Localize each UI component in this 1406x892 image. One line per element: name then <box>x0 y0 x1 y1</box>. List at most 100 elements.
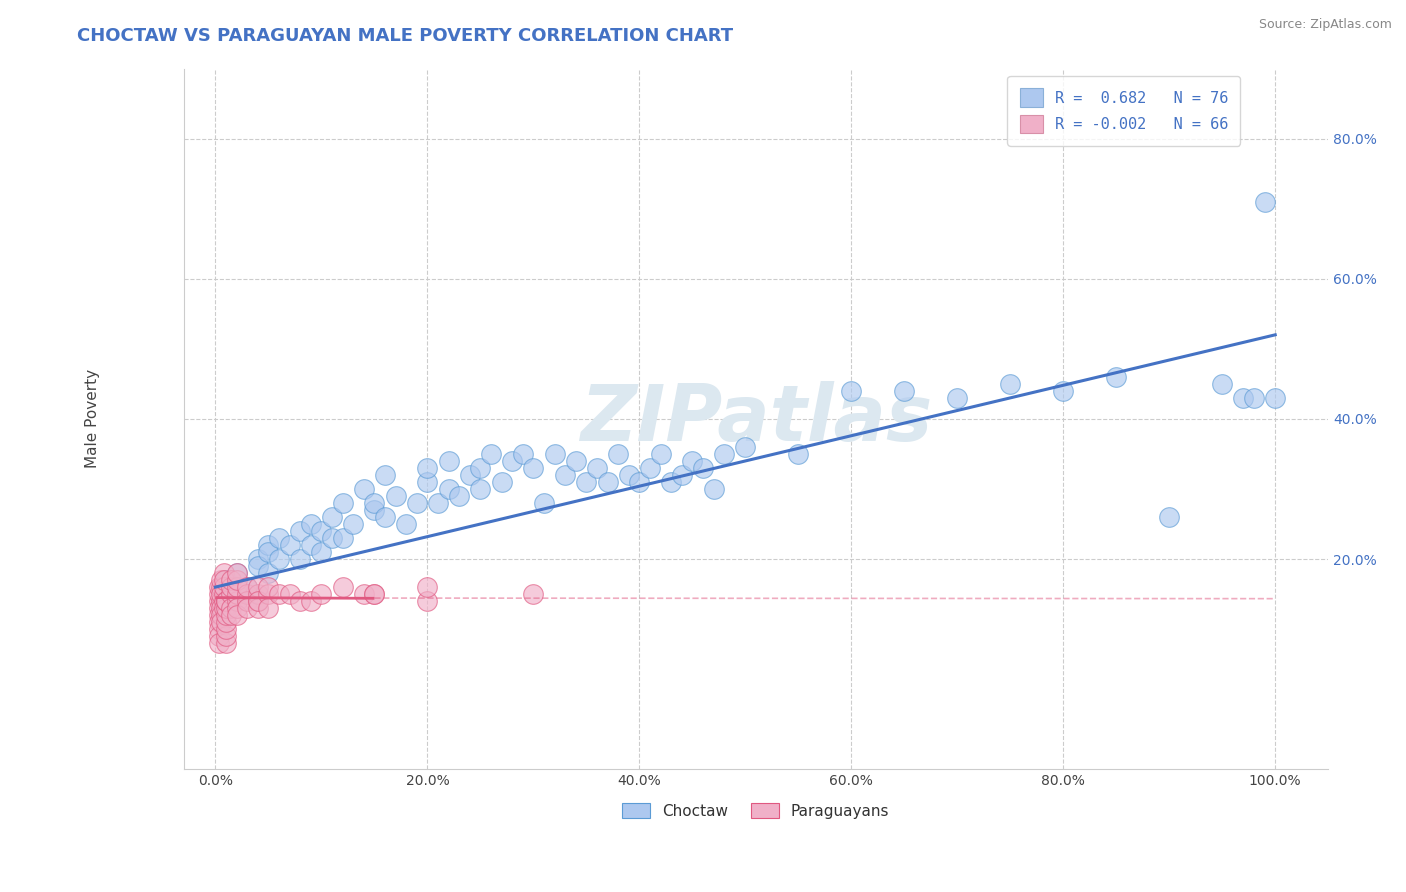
Point <box>207 622 229 636</box>
Point <box>257 587 280 601</box>
Point <box>290 594 312 608</box>
Point <box>290 552 312 566</box>
Point <box>787 447 810 461</box>
Point <box>839 384 862 398</box>
Point <box>617 467 640 482</box>
Point <box>713 447 735 461</box>
Point <box>207 601 229 615</box>
Point <box>215 615 238 629</box>
Point <box>225 594 247 608</box>
Point <box>290 524 312 538</box>
Point <box>311 545 333 559</box>
Point <box>257 566 280 580</box>
Point <box>257 545 280 559</box>
Point <box>734 440 756 454</box>
Point <box>236 601 259 615</box>
Point <box>1264 391 1286 405</box>
Point <box>1253 194 1275 209</box>
Point <box>246 580 269 594</box>
Point <box>209 608 232 623</box>
Point <box>215 594 238 608</box>
Text: CHOCTAW VS PARAGUAYAN MALE POVERTY CORRELATION CHART: CHOCTAW VS PARAGUAYAN MALE POVERTY CORRE… <box>77 27 734 45</box>
Point <box>363 496 385 510</box>
Point <box>246 587 269 601</box>
Point <box>416 580 439 594</box>
Point <box>437 482 460 496</box>
Point <box>236 580 259 594</box>
Point <box>575 475 598 489</box>
Point <box>374 510 396 524</box>
Point <box>299 538 322 552</box>
Point <box>1211 376 1233 391</box>
Point <box>470 482 492 496</box>
Point <box>212 594 235 608</box>
Point <box>221 587 243 601</box>
Text: Source: ZipAtlas.com: Source: ZipAtlas.com <box>1258 18 1392 31</box>
Point <box>1000 376 1022 391</box>
Point <box>332 531 354 545</box>
Point <box>628 475 651 489</box>
Point <box>246 559 269 574</box>
Point <box>257 601 280 615</box>
Point <box>209 594 232 608</box>
Point <box>479 447 502 461</box>
Point <box>491 475 513 489</box>
Point <box>215 601 238 615</box>
Point <box>1105 369 1128 384</box>
Point <box>267 531 290 545</box>
Point <box>257 538 280 552</box>
Point <box>702 482 724 496</box>
Point <box>342 516 364 531</box>
Point <box>596 475 619 489</box>
Point <box>332 496 354 510</box>
Point <box>221 601 243 615</box>
Point <box>533 496 555 510</box>
Point <box>236 587 259 601</box>
Point <box>522 461 544 475</box>
Point <box>246 552 269 566</box>
Point <box>212 601 235 615</box>
Point <box>225 608 247 623</box>
Point <box>225 601 247 615</box>
Point <box>311 587 333 601</box>
Point <box>311 524 333 538</box>
Point <box>207 587 229 601</box>
Point <box>384 489 406 503</box>
Point <box>321 510 343 524</box>
Point <box>207 615 229 629</box>
Point <box>650 447 672 461</box>
Point <box>470 461 492 475</box>
Point <box>209 615 232 629</box>
Point <box>416 594 439 608</box>
Point <box>395 516 418 531</box>
Point <box>437 454 460 468</box>
Point <box>554 467 576 482</box>
Point <box>543 447 565 461</box>
Point <box>215 594 238 608</box>
Point <box>221 573 243 587</box>
Point <box>374 467 396 482</box>
Point <box>353 587 375 601</box>
Point <box>209 587 232 601</box>
Point <box>257 580 280 594</box>
Point <box>1243 391 1265 405</box>
Point <box>501 454 523 468</box>
Point <box>893 384 915 398</box>
Point <box>607 447 630 461</box>
Point <box>215 622 238 636</box>
Point <box>225 566 247 580</box>
Point <box>209 601 232 615</box>
Point <box>246 594 269 608</box>
Point <box>212 566 235 580</box>
Point <box>564 454 586 468</box>
Point <box>1232 391 1254 405</box>
Point <box>405 496 427 510</box>
Point <box>278 587 301 601</box>
Y-axis label: Male Poverty: Male Poverty <box>86 369 100 468</box>
Point <box>659 475 682 489</box>
Point <box>321 531 343 545</box>
Point <box>236 594 259 608</box>
Point <box>522 587 544 601</box>
Point <box>416 475 439 489</box>
Point <box>225 587 247 601</box>
